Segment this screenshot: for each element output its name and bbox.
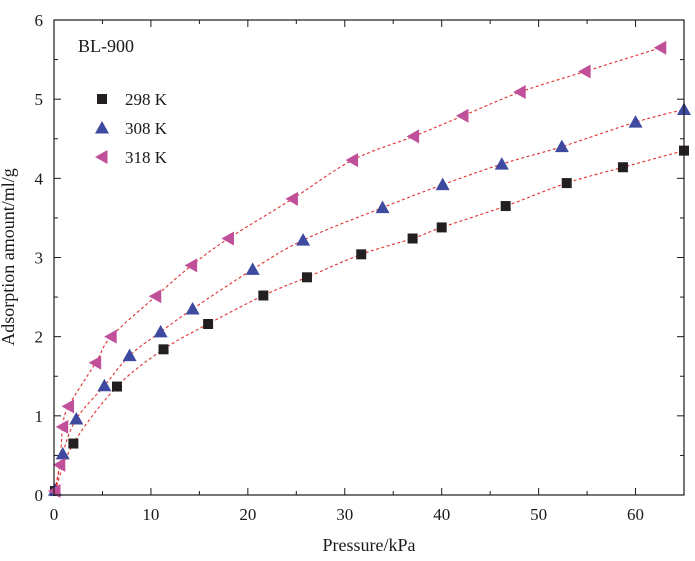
data-point <box>258 290 269 301</box>
x-tick-label: 10 <box>142 505 159 524</box>
legend-marker <box>95 121 109 134</box>
data-point <box>513 85 526 100</box>
data-point <box>221 231 234 246</box>
legend: 298 K 308 K 318 K <box>95 90 168 167</box>
x-axis-label: Pressure/kPa <box>323 535 416 555</box>
data-point <box>61 399 75 414</box>
data-point <box>245 262 260 275</box>
legend-label: 308 K <box>125 119 168 138</box>
legend-label: 318 K <box>125 148 168 167</box>
data-point <box>285 191 298 206</box>
data-point <box>436 222 447 233</box>
y-tick-label: 1 <box>35 407 44 426</box>
y-tick-label: 0 <box>35 486 44 505</box>
y-axis-label: Adsorption amount/ml/g <box>0 168 18 346</box>
data-point <box>653 40 667 55</box>
data-point <box>561 178 572 189</box>
data-point <box>494 157 509 170</box>
data-point <box>345 153 359 168</box>
data-point <box>112 381 122 392</box>
data-point <box>456 108 469 123</box>
data-point <box>122 348 137 362</box>
x-tick-label: 0 <box>50 505 59 524</box>
chart-title: BL-900 <box>78 36 134 56</box>
fit-lines <box>54 47 684 492</box>
y-axis-ticks: 0 1 2 3 4 5 6 <box>35 11 684 505</box>
data-point <box>69 412 84 425</box>
data-point <box>628 115 643 128</box>
data-point <box>52 457 66 472</box>
data-point <box>407 233 418 244</box>
fit-line-3 <box>54 47 661 492</box>
data-point <box>617 162 628 173</box>
data-point <box>435 177 450 191</box>
y-tick-label: 6 <box>35 11 44 30</box>
data-point <box>185 301 200 315</box>
x-tick-label: 50 <box>530 505 547 524</box>
y-tick-label: 4 <box>35 169 44 188</box>
x-tick-label: 60 <box>627 505 644 524</box>
x-tick-label: 30 <box>336 505 353 524</box>
legend-label: 298 K <box>125 90 168 109</box>
data-point <box>68 438 79 449</box>
y-tick-label: 3 <box>35 249 44 268</box>
data-point <box>356 249 367 260</box>
fit-line-1 <box>54 150 684 492</box>
data-point <box>104 329 117 344</box>
data-point <box>301 272 312 283</box>
data-point <box>203 319 214 329</box>
fit-line-2 <box>54 108 684 491</box>
data-point <box>296 233 311 246</box>
data-point <box>500 201 511 212</box>
data-markers <box>47 40 691 499</box>
legend-marker <box>97 94 107 104</box>
data-point <box>97 378 112 392</box>
data-point <box>158 344 169 355</box>
legend-marker <box>95 150 108 164</box>
y-tick-label: 5 <box>35 90 44 109</box>
y-tick-label: 2 <box>35 328 44 347</box>
data-point <box>153 324 168 338</box>
data-point <box>88 355 102 370</box>
data-point <box>55 446 70 460</box>
x-axis-ticks: 0 10 20 30 40 50 60 <box>50 20 644 524</box>
data-point <box>184 258 198 273</box>
data-point <box>375 200 390 214</box>
x-tick-label: 40 <box>433 505 450 524</box>
data-point <box>578 64 591 79</box>
data-point <box>554 139 569 153</box>
data-point <box>148 289 162 304</box>
x-tick-label: 20 <box>239 505 256 524</box>
data-point <box>406 129 420 144</box>
data-point <box>55 419 69 434</box>
